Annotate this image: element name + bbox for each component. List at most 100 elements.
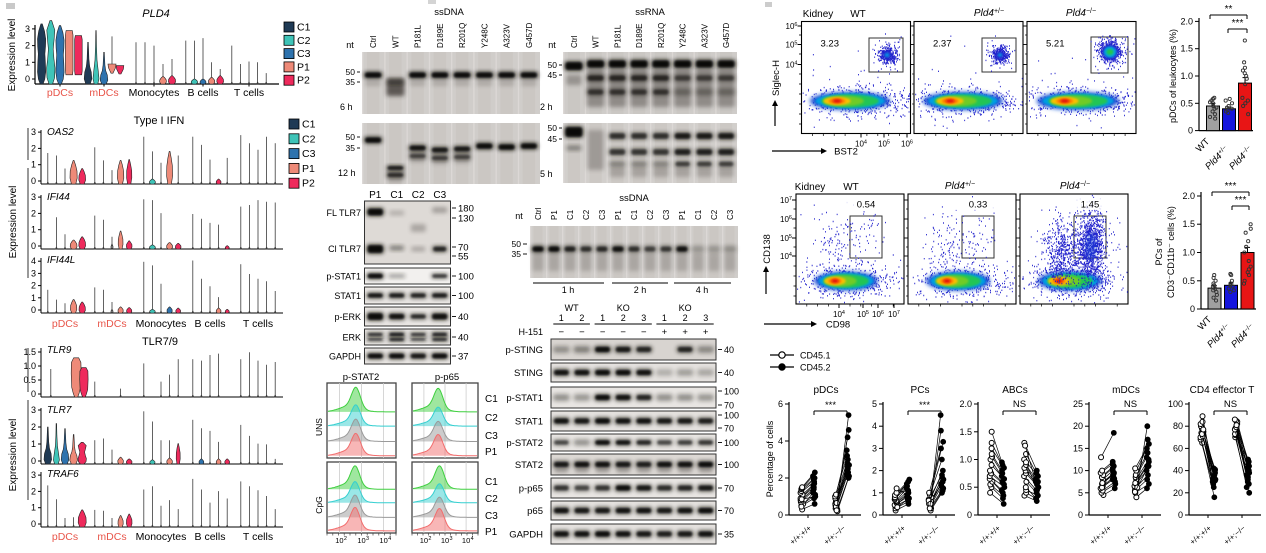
svg-text:4: 4 [31, 256, 36, 266]
svg-text:nt: nt [346, 40, 354, 50]
svg-text:70: 70 [458, 243, 469, 254]
svg-text:pDCs: pDCs [813, 385, 838, 396]
svg-text:15: 15 [1073, 443, 1083, 453]
svg-text:T cells: T cells [243, 531, 273, 543]
svg-text:45: 45 [548, 134, 558, 144]
svg-text:P1: P1 [302, 163, 315, 175]
svg-text:106: 106 [901, 140, 913, 149]
svg-text:UNS: UNS [314, 418, 324, 436]
svg-text:G457D: G457D [722, 22, 731, 48]
svg-text:TLR9: TLR9 [47, 345, 72, 356]
svg-text:P1: P1 [369, 190, 382, 201]
svg-text:2: 2 [31, 422, 36, 432]
svg-text:p-ERK: p-ERK [334, 312, 361, 322]
svg-text:0: 0 [31, 305, 36, 315]
svg-text:C2: C2 [485, 494, 498, 505]
svg-text:***: *** [1225, 181, 1237, 192]
svg-text:10: 10 [357, 536, 365, 545]
svg-text:0.5: 0.5 [959, 482, 972, 492]
svg-text:−: − [641, 327, 647, 338]
svg-text:C2: C2 [710, 209, 719, 220]
svg-text:***: *** [1235, 195, 1247, 206]
svg-text:5.21: 5.21 [1046, 39, 1065, 50]
svg-text:40: 40 [458, 312, 469, 323]
svg-text:R201Q: R201Q [657, 23, 666, 48]
svg-text:FL TLR7: FL TLR7 [326, 208, 361, 218]
svg-text:1: 1 [31, 503, 36, 513]
svg-text:107: 107 [888, 310, 900, 319]
svg-text:pDCs: pDCs [52, 531, 78, 543]
svg-text:ERK: ERK [342, 333, 361, 343]
svg-text:−: − [559, 327, 565, 338]
svg-text:25: 25 [1073, 399, 1083, 409]
svg-text:0.5: 0.5 [23, 375, 36, 385]
svg-text:70: 70 [724, 424, 734, 434]
svg-text:C3: C3 [726, 209, 735, 220]
svg-text:0: 0 [1078, 510, 1083, 520]
svg-text:P1: P1 [485, 447, 498, 458]
svg-text:Pld4−/−: Pld4−/− [1066, 8, 1096, 20]
svg-text:C2: C2 [297, 35, 311, 47]
svg-text:3: 3 [366, 536, 369, 542]
svg-text:3: 3 [31, 127, 36, 137]
svg-text:CD45.2: CD45.2 [800, 363, 831, 373]
svg-text:100: 100 [724, 438, 739, 448]
svg-text:40: 40 [724, 345, 734, 355]
svg-text:CD45.1: CD45.1 [800, 351, 831, 361]
svg-text:C3: C3 [598, 209, 607, 220]
svg-text:2.0: 2.0 [1180, 16, 1193, 26]
svg-text:ssRNA: ssRNA [635, 7, 665, 18]
svg-text:70: 70 [724, 506, 734, 516]
svg-text:C1: C1 [566, 209, 575, 220]
svg-text:p-p65: p-p65 [435, 372, 459, 383]
svg-text:106: 106 [780, 215, 792, 224]
svg-text:1.45: 1.45 [1081, 200, 1100, 211]
svg-text:0: 0 [1178, 510, 1183, 520]
svg-text:105: 105 [857, 310, 869, 319]
svg-text:0: 0 [1190, 304, 1195, 314]
svg-text:CD98: CD98 [826, 320, 850, 331]
svg-text:T cells: T cells [234, 87, 264, 99]
svg-text:Monocytes: Monocytes [136, 318, 187, 330]
svg-text:Y248C: Y248C [480, 23, 489, 48]
svg-text:NS: NS [1013, 399, 1026, 410]
svg-text:2.0: 2.0 [959, 399, 972, 409]
svg-text:10: 10 [441, 536, 449, 545]
svg-text:40: 40 [1173, 466, 1183, 476]
svg-text:105: 105 [780, 234, 792, 243]
svg-text:2: 2 [621, 313, 626, 323]
svg-text:Expression level: Expression level [8, 186, 19, 259]
svg-text:P1: P1 [297, 61, 310, 73]
svg-text:0: 0 [31, 241, 36, 251]
svg-text:1: 1 [31, 160, 36, 170]
svg-text:Ctrl: Ctrl [570, 35, 579, 48]
svg-text:ssDNA: ssDNA [434, 7, 464, 18]
svg-text:130: 130 [458, 214, 474, 225]
svg-text:1.5: 1.5 [959, 427, 972, 437]
svg-text:2 h: 2 h [634, 285, 647, 295]
svg-text:GAPDH: GAPDH [329, 352, 361, 362]
svg-text:Pld4−/−: Pld4−/− [1060, 181, 1090, 193]
svg-text:50: 50 [346, 132, 356, 142]
svg-text:WT: WT [565, 303, 579, 313]
svg-text:IFI44: IFI44 [47, 192, 70, 203]
svg-text:6: 6 [778, 399, 783, 409]
svg-text:p-STAT1: p-STAT1 [506, 393, 543, 404]
svg-text:STING: STING [514, 368, 543, 379]
svg-text:NS: NS [1124, 399, 1137, 410]
svg-text:104: 104 [780, 252, 792, 261]
svg-text:Monocytes: Monocytes [136, 531, 187, 543]
svg-text:0: 0 [1188, 126, 1193, 136]
svg-text:Pld4+/−: Pld4+/− [974, 8, 1004, 20]
svg-text:Expression level: Expression level [7, 19, 18, 92]
svg-text:10: 10 [1073, 466, 1083, 476]
svg-text:P1: P1 [678, 210, 687, 220]
svg-text:Ctrl: Ctrl [534, 207, 543, 220]
svg-text:100: 100 [458, 291, 474, 302]
svg-text:37: 37 [458, 352, 469, 363]
svg-text:3: 3 [31, 268, 36, 278]
svg-text:P1: P1 [485, 527, 498, 538]
svg-text:70: 70 [724, 484, 734, 494]
svg-text:10: 10 [379, 536, 387, 545]
svg-text:C3: C3 [662, 209, 671, 220]
